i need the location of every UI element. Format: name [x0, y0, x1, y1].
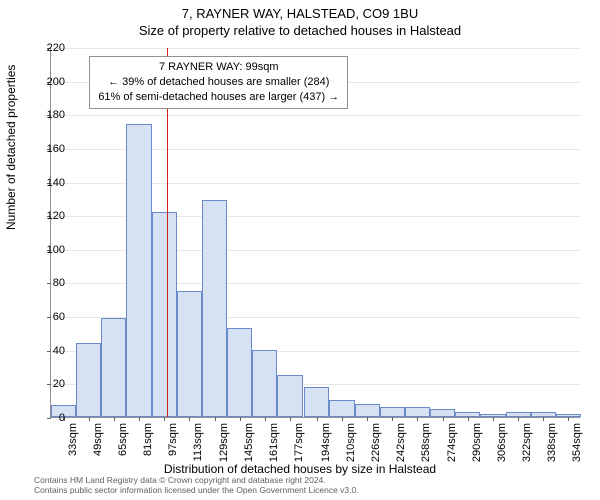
x-tick-label: 354sqm	[571, 423, 583, 473]
callout-line3: 61% of semi-detached houses are larger (…	[98, 90, 339, 105]
histogram-bar	[126, 124, 151, 417]
histogram-bar	[304, 387, 329, 417]
histogram-bar	[177, 291, 202, 417]
x-tick-label: 33sqm	[67, 423, 79, 473]
x-tick-label: 145sqm	[243, 423, 255, 473]
histogram-bar	[152, 212, 177, 417]
callout-box: 7 RAYNER WAY: 99sqm← 39% of detached hou…	[89, 56, 348, 109]
histogram-bar	[101, 318, 126, 417]
x-tick-label: 81sqm	[142, 423, 154, 473]
y-tick-label: 220	[31, 42, 65, 54]
footer-line2: Contains public sector information licen…	[34, 485, 359, 496]
x-tick-label: 49sqm	[92, 423, 104, 473]
y-tick-label: 140	[31, 177, 65, 189]
x-tick-label: 194sqm	[320, 423, 332, 473]
callout-line2: ← 39% of detached houses are smaller (28…	[98, 75, 339, 90]
x-tick-label: 290sqm	[471, 423, 483, 473]
callout-line1: 7 RAYNER WAY: 99sqm	[98, 60, 339, 75]
x-tick-label: 226sqm	[370, 423, 382, 473]
y-axis-label: Number of detached properties	[4, 65, 18, 230]
y-tick-label: 0	[31, 412, 65, 424]
y-tick-label: 100	[31, 244, 65, 256]
histogram-bar	[202, 200, 227, 417]
histogram-bar	[252, 350, 277, 417]
histogram-bar	[329, 400, 354, 417]
page-subtitle: Size of property relative to detached ho…	[0, 21, 600, 38]
histogram-bar	[277, 375, 302, 417]
x-tick-label: 65sqm	[117, 423, 129, 473]
gridline	[51, 48, 581, 49]
footer-attribution: Contains HM Land Registry data © Crown c…	[34, 475, 359, 496]
x-tick-label: 129sqm	[218, 423, 230, 473]
x-tick-label: 306sqm	[496, 423, 508, 473]
x-tick-label: 210sqm	[345, 423, 357, 473]
histogram-bar	[76, 343, 101, 417]
histogram-bar	[355, 404, 380, 417]
x-tick-label: 322sqm	[521, 423, 533, 473]
x-tick-label: 113sqm	[192, 423, 204, 473]
x-tick-label: 161sqm	[268, 423, 280, 473]
y-tick-label: 160	[31, 143, 65, 155]
histogram-bar	[430, 409, 455, 417]
histogram-bar	[380, 407, 405, 417]
x-tick-label: 242sqm	[395, 423, 407, 473]
y-tick-label: 60	[31, 311, 65, 323]
x-tick-label: 97sqm	[167, 423, 179, 473]
y-tick-label: 80	[31, 277, 65, 289]
x-tick-label: 338sqm	[546, 423, 558, 473]
x-tick-label: 177sqm	[293, 423, 305, 473]
histogram-bar	[227, 328, 252, 417]
y-tick-label: 180	[31, 109, 65, 121]
y-tick-label: 200	[31, 76, 65, 88]
x-tick-label: 258sqm	[420, 423, 432, 473]
gridline	[51, 115, 581, 116]
histogram-bar	[405, 407, 430, 417]
x-tick-label: 274sqm	[446, 423, 458, 473]
page-title-address: 7, RAYNER WAY, HALSTEAD, CO9 1BU	[0, 0, 600, 21]
y-tick-label: 120	[31, 210, 65, 222]
footer-line1: Contains HM Land Registry data © Crown c…	[34, 475, 359, 486]
y-tick-label: 20	[31, 378, 65, 390]
y-tick-label: 40	[31, 345, 65, 357]
